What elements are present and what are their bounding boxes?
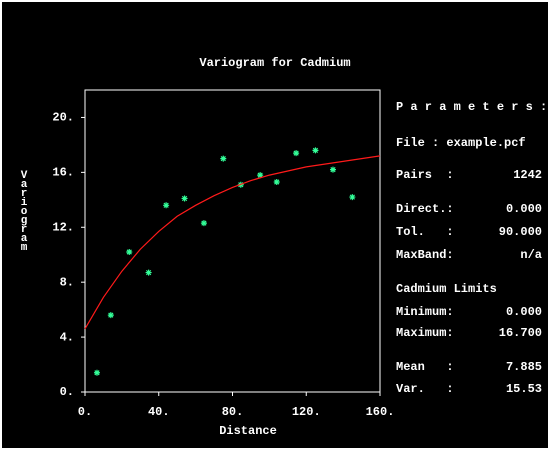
panel-value: 1242 [513,168,542,182]
panel-value: 7.885 [506,360,542,374]
point [181,195,188,202]
panel-label: MaxBand: [396,248,454,262]
panel-label: Var. : [396,382,454,396]
panel-label: Pairs : [396,168,454,182]
y-tick-label: 12. [52,220,74,234]
x-tick-label: 160. [366,405,395,419]
point [107,312,114,319]
fit-curve [84,155,381,330]
y-tick-label: 4. [60,330,74,344]
panel-value: 16.700 [499,326,542,340]
point [273,178,280,185]
point [163,202,170,209]
point [329,166,336,173]
x-tick-label: 0. [78,405,92,419]
point [220,155,227,162]
y-axis-label: Variogram [18,170,30,251]
panel-label: Direct.: [396,202,454,216]
y-tick-label: 20. [52,111,74,125]
point [257,172,264,179]
point [145,269,152,276]
y-tick-label: 0. [60,385,74,399]
point [126,248,133,255]
x-axis-label: Distance [219,424,277,438]
panel-value: 15.53 [506,382,542,396]
panel-label: Tol. : [396,225,454,239]
panel-text: File : example.pcf [396,136,526,150]
panel-value: 90.000 [499,225,542,239]
panel-value: n/a [520,248,542,262]
x-tick-label: 80. [222,405,244,419]
x-tick-label: 40. [148,405,170,419]
point [293,150,300,157]
x-tick-label: 120. [292,405,321,419]
point [349,194,356,201]
point [93,369,100,376]
point [200,220,207,227]
panel-label: Mean : [396,360,454,374]
point [312,147,319,154]
y-tick-label: 8. [60,275,74,289]
y-tick-label: 16. [52,166,74,180]
chart-title: Variogram for Cadmium [199,56,350,70]
panel-value: 0.000 [506,202,542,216]
panel-value: 0.000 [506,305,542,319]
panel-label: Minimum: [396,305,454,319]
panel-label: Maximum: [396,326,454,340]
panel-text: Cadmium Limits [396,282,497,296]
panel-title: P a r a m e t e r s : [396,100,547,114]
